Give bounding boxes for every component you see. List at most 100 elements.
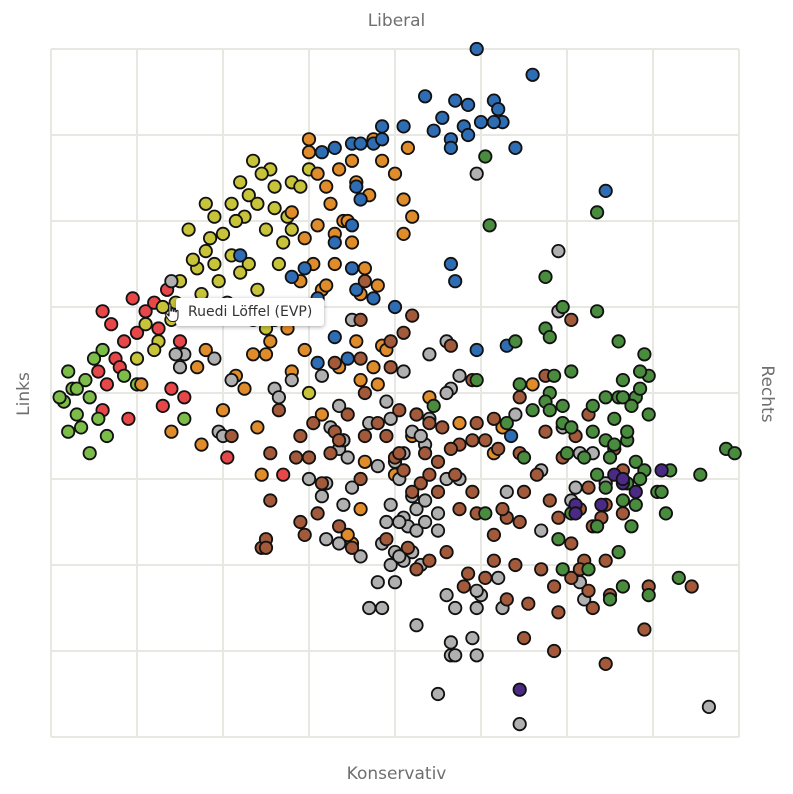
data-point[interactable] — [396, 463, 411, 478]
data-point[interactable] — [607, 411, 622, 426]
data-point[interactable] — [155, 398, 170, 413]
data-point[interactable] — [215, 403, 231, 418]
data-point[interactable] — [491, 441, 506, 456]
data-point[interactable] — [413, 476, 428, 491]
data-point[interactable] — [589, 519, 605, 534]
data-point[interactable] — [168, 347, 183, 362]
data-point[interactable] — [310, 218, 325, 233]
data-point[interactable] — [392, 549, 407, 564]
data-point[interactable] — [400, 540, 415, 555]
data-point[interactable] — [409, 407, 424, 422]
data-point[interactable] — [534, 523, 549, 538]
data-point[interactable] — [564, 364, 579, 379]
data-point[interactable] — [598, 480, 613, 495]
data-point[interactable] — [276, 235, 291, 250]
data-point[interactable] — [516, 630, 532, 646]
data-point[interactable] — [331, 519, 347, 534]
data-point[interactable] — [301, 450, 317, 465]
data-point[interactable] — [129, 351, 145, 366]
data-point[interactable] — [314, 489, 329, 504]
data-point[interactable] — [254, 467, 269, 482]
data-point[interactable] — [370, 458, 385, 474]
data-point[interactable] — [478, 433, 493, 448]
data-point[interactable] — [654, 484, 669, 499]
data-point[interactable] — [417, 514, 433, 530]
data-point[interactable] — [331, 398, 347, 413]
data-point[interactable] — [508, 557, 523, 573]
data-point[interactable] — [151, 321, 166, 336]
data-point[interactable] — [443, 441, 458, 456]
data-point[interactable] — [379, 394, 394, 409]
data-point[interactable] — [568, 480, 583, 495]
data-point[interactable] — [469, 342, 484, 358]
data-point[interactable] — [495, 501, 510, 517]
data-point[interactable] — [546, 643, 562, 659]
data-point[interactable] — [448, 467, 463, 482]
data-point[interactable] — [469, 41, 484, 57]
data-point[interactable] — [357, 385, 372, 401]
data-point[interactable] — [422, 347, 437, 362]
data-point[interactable] — [671, 570, 686, 586]
data-point[interactable] — [267, 201, 282, 216]
data-point[interactable] — [181, 222, 196, 237]
data-point[interactable] — [430, 484, 446, 499]
data-point[interactable] — [271, 390, 286, 405]
data-point[interactable] — [344, 261, 360, 276]
data-point[interactable] — [598, 553, 613, 568]
data-point[interactable] — [314, 145, 329, 160]
data-point[interactable] — [297, 261, 312, 276]
data-point[interactable] — [207, 256, 222, 272]
data-point[interactable] — [439, 587, 454, 603]
data-point[interactable] — [357, 454, 372, 469]
data-point[interactable] — [185, 252, 200, 267]
data-point[interactable] — [516, 484, 532, 499]
data-point[interactable] — [172, 360, 188, 375]
data-point[interactable] — [250, 420, 265, 435]
data-point[interactable] — [177, 390, 192, 405]
data-point[interactable] — [121, 411, 136, 426]
data-point[interactable] — [456, 579, 471, 594]
data-point[interactable] — [323, 196, 338, 211]
data-point[interactable] — [129, 325, 145, 340]
data-point[interactable] — [486, 115, 501, 130]
data-point[interactable] — [611, 544, 626, 560]
data-point[interactable] — [306, 415, 321, 431]
data-point[interactable] — [486, 411, 501, 426]
data-point[interactable] — [117, 334, 132, 349]
data-point[interactable] — [701, 699, 717, 715]
data-point[interactable] — [598, 183, 613, 198]
data-point[interactable] — [615, 390, 631, 405]
data-point[interactable] — [357, 261, 372, 276]
data-point[interactable] — [319, 532, 334, 547]
data-point[interactable] — [392, 403, 407, 418]
data-point[interactable] — [284, 269, 299, 284]
data-point[interactable] — [271, 403, 286, 418]
data-point[interactable] — [207, 209, 222, 224]
data-point[interactable] — [615, 506, 631, 521]
data-point[interactable] — [443, 140, 458, 155]
data-point[interactable] — [448, 93, 463, 108]
data-point[interactable] — [417, 89, 433, 104]
data-point[interactable] — [465, 433, 480, 448]
data-point[interactable] — [465, 484, 480, 499]
data-point[interactable] — [478, 570, 493, 586]
data-point[interactable] — [52, 390, 67, 405]
data-point[interactable] — [478, 506, 493, 521]
data-point[interactable] — [693, 467, 708, 482]
data-point[interactable] — [301, 385, 317, 401]
data-point[interactable] — [564, 312, 579, 327]
data-point[interactable] — [589, 467, 605, 482]
data-point[interactable] — [301, 132, 317, 147]
data-point[interactable] — [430, 686, 446, 702]
data-point[interactable] — [267, 179, 282, 194]
data-point[interactable] — [503, 428, 519, 444]
data-point[interactable] — [443, 338, 458, 353]
data-point[interactable] — [473, 115, 489, 130]
data-point[interactable] — [215, 226, 231, 241]
data-point[interactable] — [284, 372, 299, 388]
data-point[interactable] — [525, 403, 540, 418]
data-point[interactable] — [396, 325, 411, 340]
data-point[interactable] — [172, 334, 188, 349]
data-point[interactable] — [293, 428, 308, 444]
data-point[interactable] — [288, 450, 304, 465]
